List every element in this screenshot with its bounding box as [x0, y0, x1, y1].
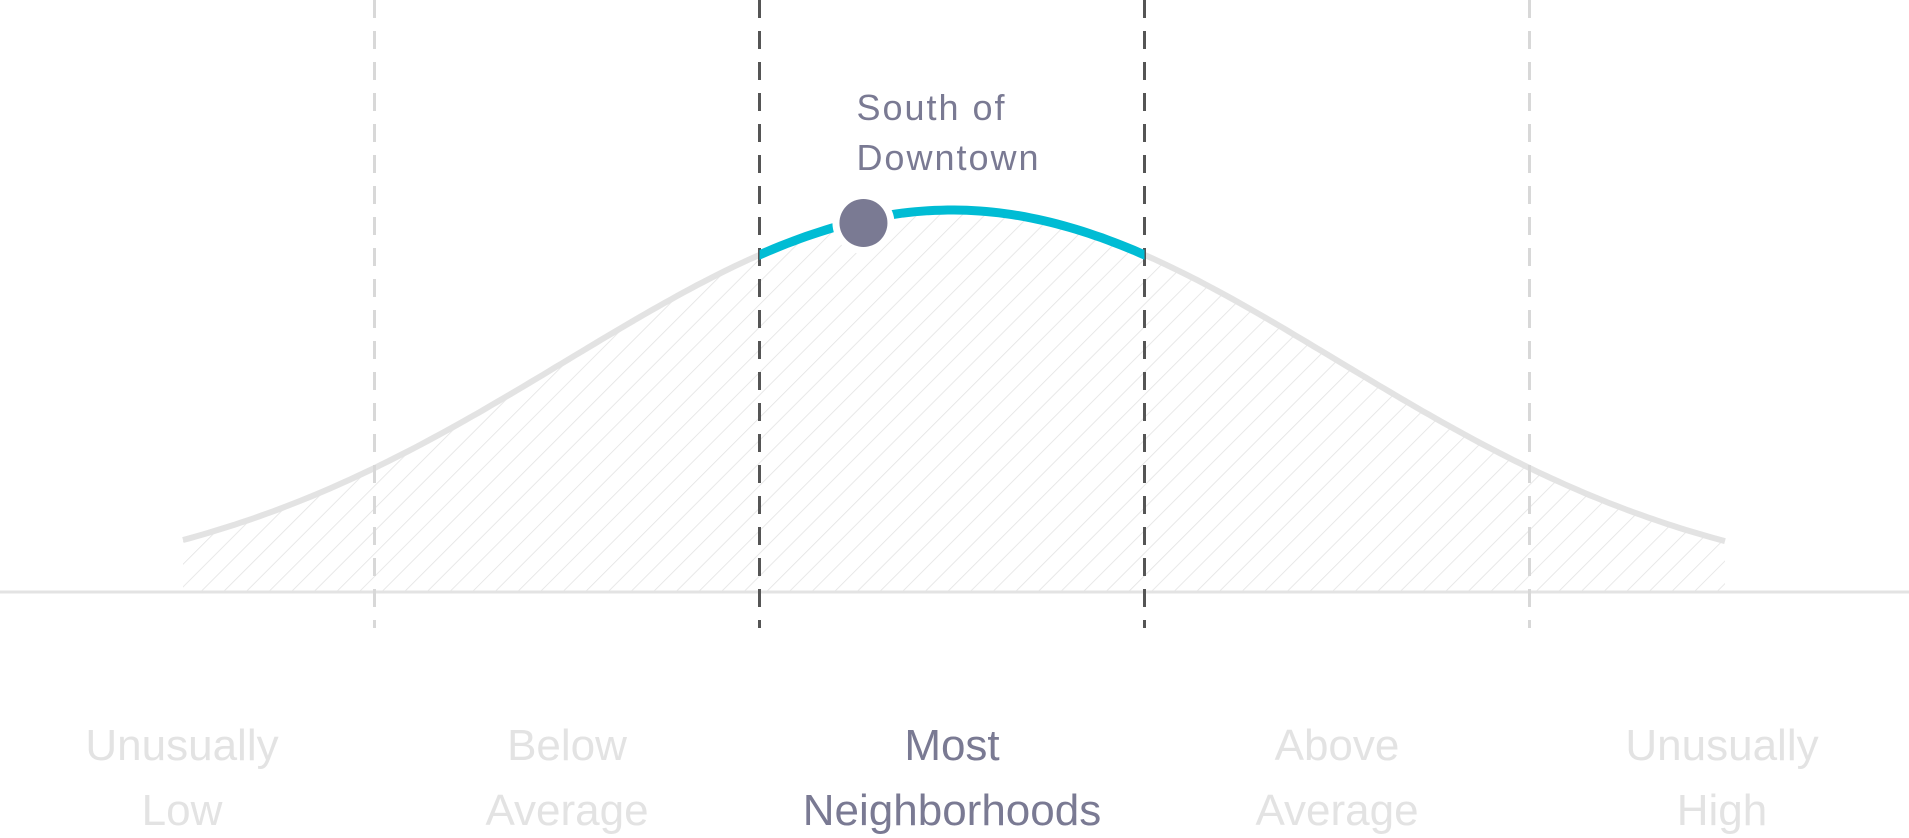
- category-label-line1: Unusually: [1625, 721, 1818, 770]
- marker-label: South of Downtown: [856, 87, 1040, 178]
- category-labels: Unusually Low Below Average Most Neighborhood…: [85, 721, 1818, 835]
- category-label: Below Average: [485, 721, 648, 835]
- category-label-line2: Average: [1255, 786, 1418, 835]
- category-label-line2: Average: [485, 786, 648, 835]
- category-label: Unusually High: [1625, 721, 1818, 835]
- category-label-line1: Below: [507, 721, 627, 770]
- category-label-line2: Neighborhoods: [803, 786, 1101, 835]
- marker-label-line2: Downtown: [856, 137, 1040, 178]
- category-label-line2: High: [1677, 786, 1768, 835]
- marker-label-line1: South of: [856, 87, 1006, 128]
- category-label: Most Neighborhoods: [803, 721, 1101, 835]
- band-dividers: [373, 0, 1531, 628]
- category-label-line1: Unusually: [85, 721, 278, 770]
- neighborhood-marker: [839, 198, 888, 247]
- category-label-line2: Low: [142, 786, 223, 835]
- highlighted-band-curve: [759, 205, 1145, 260]
- category-label-line1: Above: [1275, 721, 1400, 770]
- distribution-area: [183, 210, 1725, 592]
- category-label: Unusually Low: [85, 721, 278, 835]
- category-label-line1: Most: [904, 721, 999, 770]
- category-label: Above Average: [1255, 721, 1418, 835]
